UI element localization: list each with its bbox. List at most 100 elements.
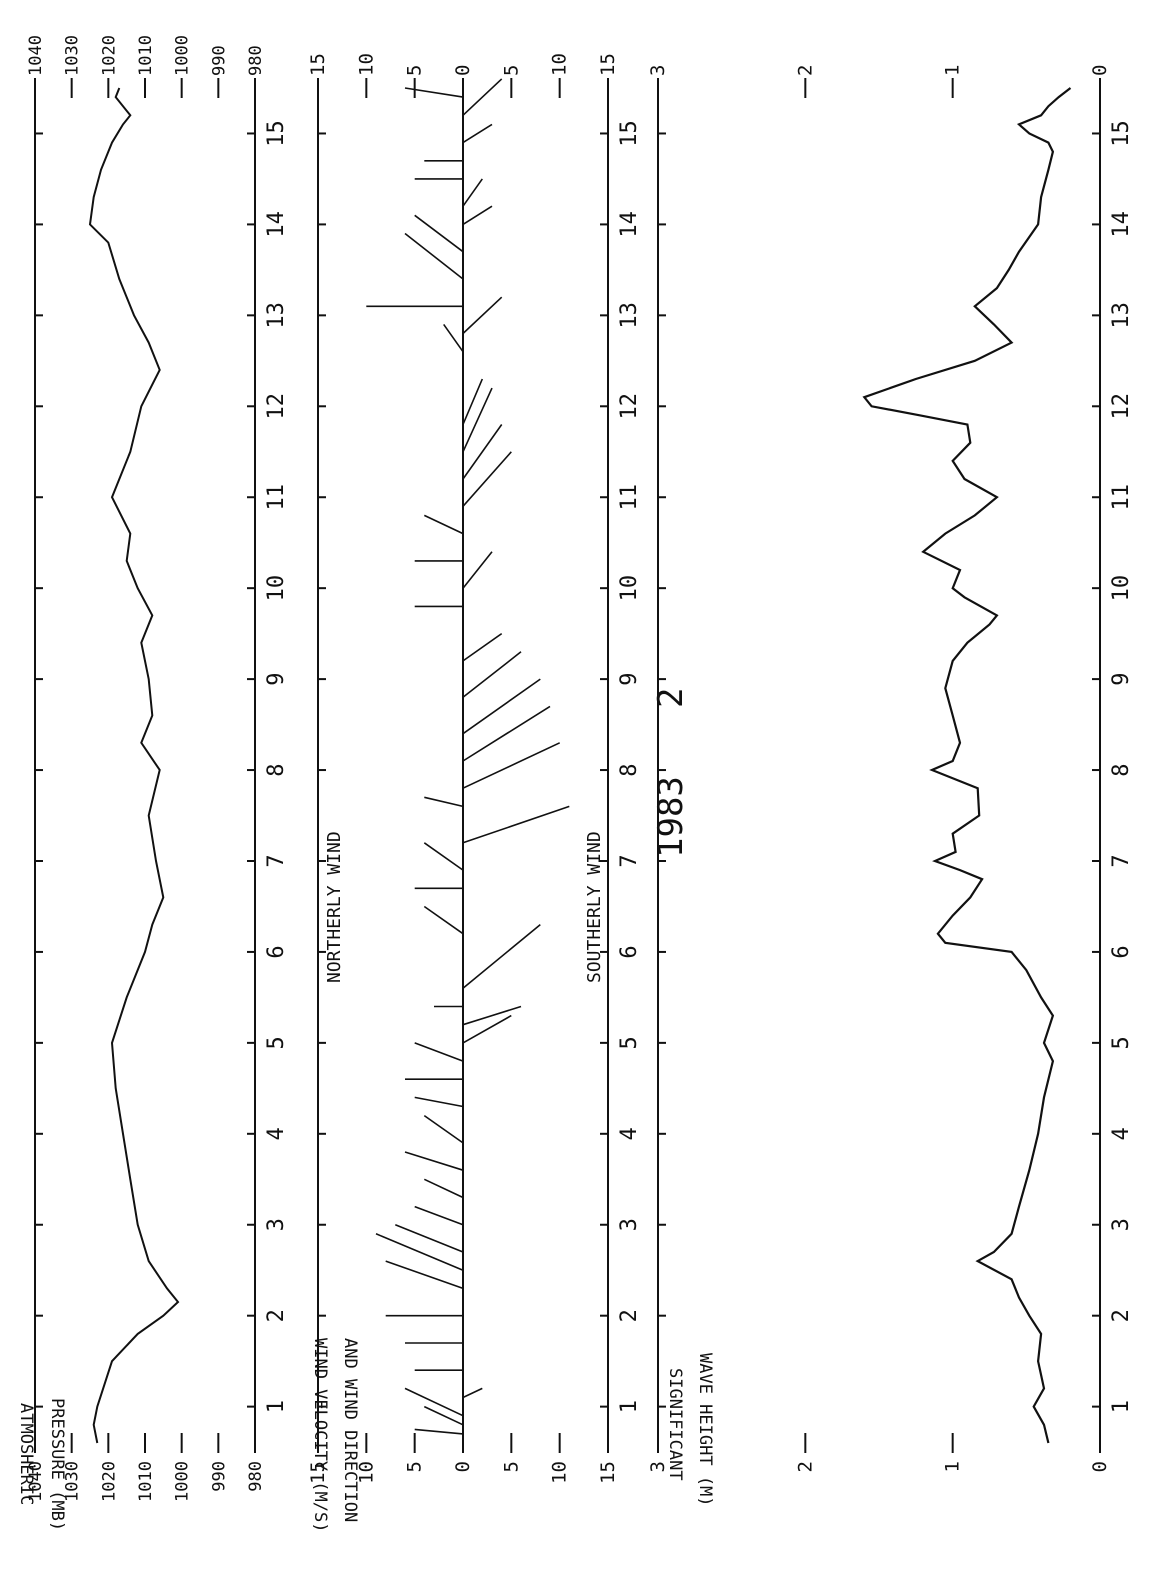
x-tick-label: 15 xyxy=(1109,120,1134,147)
x-tick-label: 14 xyxy=(617,211,642,238)
wind-vector xyxy=(462,1014,512,1044)
wind-vector xyxy=(462,705,551,762)
wave-ylabel-line2: WAVE HEIGHT (M) xyxy=(695,1353,715,1507)
x-tick-label: 5 xyxy=(264,1036,289,1049)
wind-vector xyxy=(414,1042,464,1062)
y-tick-label: 5 xyxy=(500,1461,522,1472)
x-tick-label: 5 xyxy=(1109,1036,1134,1049)
y-tick-label: 15 xyxy=(307,53,329,76)
x-tick-label: 14 xyxy=(264,211,289,238)
wind-vector xyxy=(462,296,503,335)
x-tick-label: 10 xyxy=(264,575,289,602)
wind-ylabel-line1: WIND VELOCITY (M/S) xyxy=(310,1338,330,1532)
x-tick-label: 12 xyxy=(617,393,642,420)
wind-vector xyxy=(462,1005,522,1026)
y-tick-label: 0 xyxy=(1089,1461,1111,1472)
wind-vector xyxy=(462,678,541,735)
wind-vector xyxy=(404,1387,464,1417)
y-tick-label: 2 xyxy=(794,65,816,76)
y-tick-label: 0 xyxy=(452,1461,474,1472)
y-tick-label: 10 xyxy=(549,1461,571,1484)
wind-vector xyxy=(462,923,541,989)
y-tick-label: 1030 xyxy=(63,1461,83,1502)
y-tick-label: 0 xyxy=(452,65,474,76)
wind-vector xyxy=(462,178,483,207)
wind-vector xyxy=(462,378,484,425)
wind-vector xyxy=(375,1233,464,1271)
y-tick-label: 1 xyxy=(942,1461,964,1472)
wind-vector xyxy=(424,796,464,808)
month-label: 2 xyxy=(651,688,691,708)
wind-vector xyxy=(462,78,503,116)
wind-vector xyxy=(423,1178,464,1199)
y-tick-label: 10 xyxy=(355,1461,377,1484)
x-tick-label: 9 xyxy=(617,672,642,685)
x-tick-label: 12 xyxy=(1109,393,1134,420)
x-tick-label: 13 xyxy=(617,302,642,329)
wind-vector xyxy=(423,905,464,935)
x-tick-label: 7 xyxy=(1109,854,1134,867)
x-tick-label: 7 xyxy=(264,854,289,867)
y-tick-label: 1030 xyxy=(63,35,83,76)
y-tick-label: 1 xyxy=(942,65,964,76)
y-tick-label: 1010 xyxy=(136,1461,156,1502)
wind-vector xyxy=(404,232,464,280)
x-tick-label: 8 xyxy=(264,763,289,776)
x-tick-label: 8 xyxy=(617,763,642,776)
x-tick-label: 11 xyxy=(617,484,642,511)
southerly-wind-label: SOUTHERLY WIND xyxy=(584,831,605,983)
wind-vector xyxy=(462,632,503,662)
x-tick-label: 6 xyxy=(264,945,289,958)
x-tick-label: 13 xyxy=(1109,302,1134,329)
wave-series-line xyxy=(862,87,1072,1444)
y-tick-label: 980 xyxy=(246,45,266,76)
x-tick-label: 5 xyxy=(617,1036,642,1049)
wind-vector xyxy=(414,1205,464,1226)
x-tick-label: 9 xyxy=(264,672,289,685)
y-tick-label: 0 xyxy=(1089,65,1111,76)
y-tick-label: 10 xyxy=(355,53,377,76)
y-tick-label: 15 xyxy=(597,53,619,76)
x-tick-label: 2 xyxy=(1109,1309,1134,1322)
wind-vector xyxy=(462,123,493,144)
y-tick-label: 1020 xyxy=(99,35,119,76)
wind-vector xyxy=(423,514,464,535)
wind-vector xyxy=(414,214,464,253)
y-tick-label: 1000 xyxy=(173,35,193,76)
y-tick-label: 10 xyxy=(549,53,571,76)
wind-vector xyxy=(423,842,464,871)
x-tick-label: 6 xyxy=(617,945,642,958)
wind-vector xyxy=(385,1260,464,1290)
y-tick-label: 1040 xyxy=(26,1461,46,1502)
wind-vectors xyxy=(366,78,570,1435)
x-tick-label: 11 xyxy=(264,484,289,511)
wind-vector xyxy=(423,1114,464,1144)
y-tick-label: 3 xyxy=(647,1461,669,1472)
x-tick-label: 15 xyxy=(264,120,289,147)
x-tick-label: 2 xyxy=(617,1309,642,1322)
wind-vector xyxy=(462,651,522,698)
wind-vector xyxy=(462,451,512,507)
x-tick-label: 14 xyxy=(1109,211,1134,238)
pressure-ylabel-line2: PRESSURE (MB) xyxy=(47,1398,67,1531)
x-tick-label: 6 xyxy=(1109,945,1134,958)
wind-vector xyxy=(462,387,493,453)
wind-vector xyxy=(414,1428,464,1435)
y-tick-label: 1020 xyxy=(99,1461,119,1502)
x-tick-label: 4 xyxy=(617,1127,642,1140)
wind-y-ticks-right: 15 10 5 0 5 10 15 xyxy=(307,53,619,98)
x-tick-label: 11 xyxy=(1109,484,1134,511)
northerly-wind-label: NORTHERLY WIND xyxy=(324,831,345,983)
wind-vector xyxy=(443,323,464,353)
y-tick-label: 15 xyxy=(307,1461,329,1484)
wind-vector xyxy=(423,1405,464,1426)
y-tick-label: 15 xyxy=(597,1461,619,1484)
wind-vector xyxy=(462,742,561,789)
x-tick-label: 3 xyxy=(1109,1218,1134,1231)
wind-vector xyxy=(414,1096,464,1108)
x-tick-label: 7 xyxy=(617,854,642,867)
x-tick-label: 10 xyxy=(1109,575,1134,602)
